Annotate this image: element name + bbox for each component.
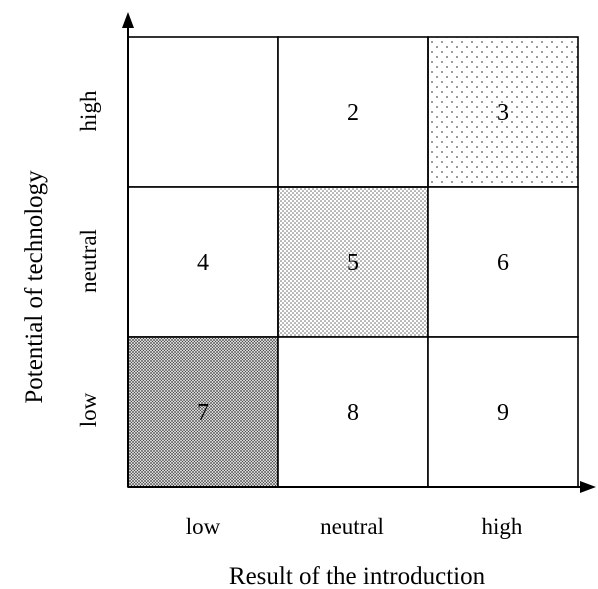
matrix-cell-r2-c2 [277,186,429,338]
matrix-cell-r2-c3 [427,186,579,338]
x-tick-high: high [482,514,523,539]
matrix-cell-label-r3-c2: 8 [347,400,359,426]
matrix-cells: 2 3 4 5 6 7 8 9 [127,36,579,488]
y-tick-low: low [76,392,101,427]
matrix-cell-label-r2-c2: 5 [347,250,359,276]
y-axis-title: Potential of technology [21,170,48,404]
matrix-cell-label-r1-c3: 3 [497,100,509,126]
y-axis [122,12,134,487]
y-tick-high: high [76,90,101,131]
matrix-cell-r3-c1 [127,336,279,488]
matrix-cell-r3-c3 [427,336,579,488]
matrix-cell-label-r1-c2: 2 [347,100,359,126]
x-axis-title: Result of the introduction [229,563,486,589]
x-axis [128,481,596,493]
y-axis-arrow-icon [122,12,134,28]
y-tick-neutral: neutral [76,229,101,293]
matrix-cell-label-r2-c3: 6 [497,250,509,276]
matrix-cell-label-r3-c1: 7 [197,400,209,426]
x-axis-arrow-icon [580,481,596,493]
matrix-cell-r1-c1 [127,36,279,188]
matrix-cell-r1-c3 [427,36,579,188]
x-tick-neutral: neutral [320,514,384,539]
x-tick-low: low [186,514,221,539]
matrix-cell-label-r3-c3: 9 [497,400,509,426]
matrix-cell-r2-c1 [127,186,279,338]
matrix-cell-r1-c2 [277,36,429,188]
matrix-cell-label-r2-c1: 4 [197,250,209,276]
